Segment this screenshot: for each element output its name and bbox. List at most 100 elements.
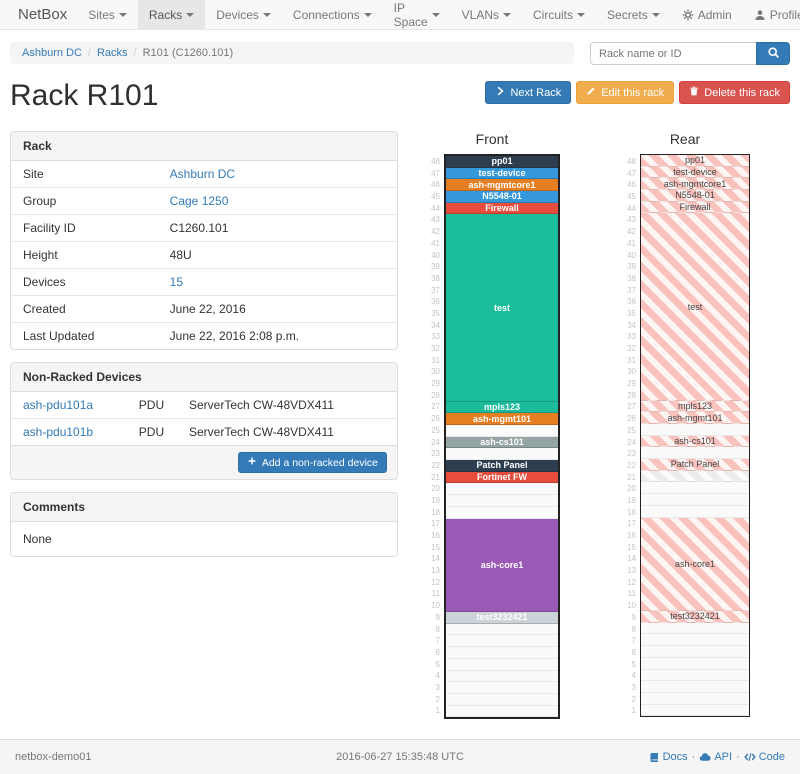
rack-device-test3232421[interactable]: test3232421 — [446, 612, 558, 624]
nav-item-connections[interactable]: Connections — [282, 0, 383, 29]
nav-item-label: Admin — [697, 7, 732, 22]
rack-unit-empty — [446, 647, 558, 659]
rack-device-test[interactable]: test — [446, 214, 558, 402]
nav-item-vlans[interactable]: VLANs — [451, 0, 522, 29]
rack-device-ash-mgmtcore1[interactable]: ash-mgmtcore1 — [641, 178, 749, 191]
rack-device-ash-core1[interactable]: ash-core1 — [641, 517, 749, 612]
nav-item-label: Profile — [769, 7, 800, 22]
nav-item-circuits[interactable]: Circuits — [522, 0, 596, 29]
nav-item-devices[interactable]: Devices — [205, 0, 282, 29]
unit-number: 44 — [431, 203, 440, 213]
unit-number: 8 — [435, 624, 440, 634]
rack-device-ash-cs101[interactable]: ash-cs101 — [446, 436, 558, 449]
unit-number: 32 — [431, 344, 440, 353]
rack-device-ash-core1[interactable]: ash-core1 — [446, 518, 558, 613]
unit-number: 26 — [431, 414, 440, 424]
rack-device-ash-mgmtcore1[interactable]: ash-mgmtcore1 — [446, 179, 558, 192]
rack-device-firewall[interactable]: Firewall — [446, 202, 558, 215]
footer-host: netbox-demo01 — [15, 751, 92, 764]
unit-number: 24 — [431, 437, 440, 447]
rack-unit-empty — [641, 482, 749, 495]
rack-device-pp01[interactable]: pp01 — [641, 155, 749, 167]
nav-item-admin[interactable]: Admin — [671, 0, 743, 29]
search-input[interactable] — [590, 42, 756, 65]
rack-device-test[interactable]: test — [641, 213, 749, 401]
rack-device-fortinet-fw[interactable]: Fortinet FW — [446, 471, 558, 484]
add-non-racked-device-button[interactable]: Add a non-racked device — [237, 452, 387, 473]
add-non-racked-label: Add a non-racked device — [261, 456, 378, 469]
brand[interactable]: NetBox — [18, 6, 68, 23]
rack-device-test-device[interactable]: test-device — [446, 167, 558, 180]
rack-device-pp01[interactable]: pp01 — [446, 156, 558, 168]
attribute-value-link[interactable]: Ashburn DC — [169, 167, 236, 181]
rack-device-fortinet-fw[interactable] — [641, 470, 749, 483]
footer-link-separator: · — [736, 751, 740, 764]
footer-link-api[interactable]: API — [699, 751, 732, 763]
footer-link-docs[interactable]: Docs — [649, 751, 688, 763]
unit-number: 10 — [431, 601, 440, 611]
rack-device-ash-cs101[interactable]: ash-cs101 — [641, 435, 749, 448]
unit-number: 35 — [627, 308, 636, 318]
next-rack-button[interactable]: Next Rack — [485, 81, 572, 104]
rack-unit-empty — [641, 622, 749, 635]
device-name-cell: ash-pdu101a — [11, 392, 127, 419]
unit-number: 42 — [627, 227, 636, 237]
rack-device-ash-mgmt101[interactable]: ash-mgmt101 — [641, 412, 749, 424]
rack-attributes-table: Site Ashburn DC Group Cage 1250 Facility ID C… — [11, 161, 397, 349]
breadcrumb-item[interactable]: Racks — [96, 47, 128, 59]
unit-number: 12 — [627, 577, 636, 587]
delete-rack-button[interactable]: Delete this rack — [679, 81, 790, 104]
unit-number: 3 — [435, 682, 440, 692]
unit-number: 20 — [627, 484, 636, 494]
nav-item-secrets[interactable]: Secrets — [596, 0, 671, 29]
rack-device-ash-mgmt101[interactable]: ash-mgmt101 — [446, 413, 558, 425]
device-link[interactable]: ash-pdu101b — [23, 425, 94, 439]
rack-device-n5548-01[interactable]: N5548-01 — [446, 191, 558, 203]
rack-search-form — [590, 42, 790, 65]
nav-item-label: VLANs — [461, 7, 500, 22]
footer-link-code[interactable]: Code — [743, 751, 785, 763]
rack-device-mpls123[interactable]: mpls123 — [641, 400, 749, 413]
search-icon — [767, 46, 780, 62]
cloud-icon — [699, 751, 711, 763]
footer-link-label: API — [714, 751, 733, 764]
attribute-value: June 22, 2016 2:08 p.m. — [157, 322, 397, 349]
device-type-cell: PDU — [138, 398, 165, 412]
delete-rack-label: Delete this rack — [704, 86, 780, 99]
attribute-value-link[interactable]: Cage 1250 — [169, 194, 229, 208]
device-link[interactable]: ash-pdu101a — [23, 398, 94, 412]
rack-attribute-row: Facility ID C1260.101 — [11, 214, 397, 242]
caret-down-icon — [186, 12, 195, 17]
unit-number: 13 — [431, 566, 440, 576]
rack-unit-empty — [641, 634, 749, 647]
rack-device-test-device[interactable]: test-device — [641, 166, 749, 179]
non-racked-table: ash-pdu101a PDU ServerTech CW-48VDX411 ash-… — [11, 392, 397, 445]
nav-item-label: IP Space — [393, 0, 428, 29]
breadcrumb-item[interactable]: Ashburn DC — [22, 47, 82, 59]
unit-number: 26 — [627, 414, 636, 424]
rack-device-firewall[interactable]: Firewall — [641, 201, 749, 214]
rack-unit-empty — [446, 705, 558, 718]
attribute-label: Site — [23, 167, 44, 181]
nav-item-sites[interactable]: Sites — [77, 0, 138, 29]
unit-number: 2 — [435, 694, 440, 704]
search-button[interactable] — [756, 42, 790, 65]
nav-item-ip-space[interactable]: IP Space — [383, 0, 451, 29]
rack-device-patch-panel[interactable]: Patch Panel — [446, 460, 558, 472]
rack-unit-empty — [446, 448, 558, 461]
unit-number: 44 — [627, 203, 636, 213]
rack-unit-empty — [446, 635, 558, 648]
unit-number: 20 — [431, 484, 440, 494]
unit-number: 19 — [431, 495, 440, 505]
rack-device-n5548-01[interactable]: N5548-01 — [641, 190, 749, 202]
attribute-value: June 22, 2016 — [157, 295, 397, 323]
nav-item-profile[interactable]: Profile — [743, 0, 800, 29]
attribute-value-link[interactable]: 15 — [169, 275, 184, 289]
nav-item-racks[interactable]: Racks — [137, 0, 206, 29]
rack-device-test3232421[interactable]: test3232421 — [641, 611, 749, 623]
rack-device-mpls123[interactable]: mpls123 — [446, 401, 558, 414]
rack-unit-empty — [641, 704, 749, 717]
edit-rack-button[interactable]: Edit this rack — [576, 81, 675, 104]
rack-device-patch-panel[interactable]: Patch Panel — [641, 459, 749, 471]
unit-number: 18 — [627, 507, 636, 517]
